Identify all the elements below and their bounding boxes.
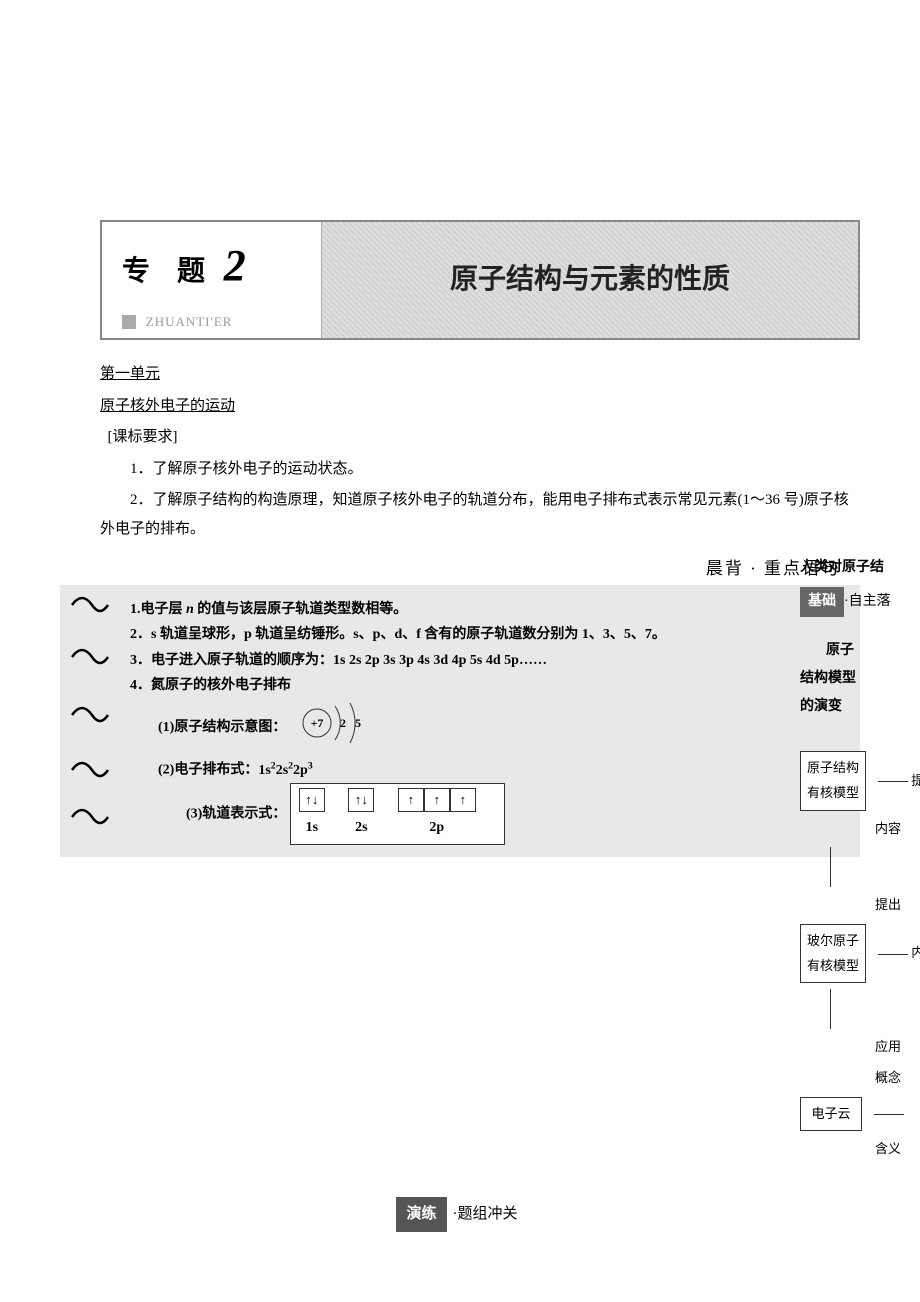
side-sub1: 原子 xyxy=(800,637,880,665)
topic-label-box: 专 题 2 ZHUANTI'ER xyxy=(102,222,322,338)
tree-node: 原子结构有核模型 xyxy=(800,751,866,810)
jichu-badge: 基础 xyxy=(800,587,844,618)
note-4: 4．氮原子的核外电子排布 xyxy=(130,673,840,698)
yanlian-badge: 演练 xyxy=(396,1197,446,1232)
concept-tree: 原子结构有核模型 提出 内容 提出 玻尔原子有核模型 内容 应用 概念 电子云 … xyxy=(800,751,920,1162)
electron-config: 1s22s22p3 xyxy=(258,763,312,778)
decor-block xyxy=(122,315,136,329)
tree-node: 电子云 xyxy=(800,1097,862,1132)
requirement-1: 1．了解原子核外电子的运动状态。 xyxy=(100,455,860,484)
zhuanti-number: 2 xyxy=(224,241,246,290)
note-4-3: (3)轨道表示式： ↑↓ 1s ↑↓ 2s ↑↑↑ 2p xyxy=(186,783,840,845)
yanlian-text: ·题组冲关 xyxy=(447,1197,524,1232)
topic-title: 原子结构与元素的性质 xyxy=(450,253,730,306)
binder-ring-icon xyxy=(70,760,105,780)
side-title: 人类对原子结 xyxy=(800,555,920,582)
svg-text:5: 5 xyxy=(355,716,361,730)
topic-title-box: 原子结构与元素的性质 xyxy=(322,222,858,338)
binder-ring-icon xyxy=(70,647,105,667)
notepad-section: 1.电子层 n 的值与该层原子轨道类型数相等。 2．s 轨道呈球形，p 轨道呈纺… xyxy=(60,585,860,857)
side-sub3: 的演变 xyxy=(800,693,920,721)
kebiao-label: [课标要求] xyxy=(100,423,860,452)
bottom-section: 演练·题组冲关 xyxy=(60,1197,860,1232)
topic-header: 专 题 2 ZHUANTI'ER 原子结构与元素的性质 xyxy=(100,220,860,340)
binder-ring-icon xyxy=(70,705,105,725)
note-3: 3．电子进入原子轨道的顺序为：1s 2s 2p 3s 3p 4s 3d 4p 5… xyxy=(130,648,840,673)
atom-diagram: +7 2 5 xyxy=(295,698,375,757)
requirement-2: 2．了解原子结构的构造原理，知道原子核外电子的轨道分布，能用电子排布式表示常见元… xyxy=(100,486,860,543)
zhuanti-pinyin: ZHUANTI'ER xyxy=(146,314,233,329)
unit-link[interactable]: 第一单元 xyxy=(100,366,160,382)
svg-text:2: 2 xyxy=(340,716,346,730)
body-text: 第一单元 原子核外电子的运动 [课标要求] 1．了解原子核外电子的运动状态。 2… xyxy=(100,360,860,543)
note-4-1: (1)原子结构示意图： +7 2 5 xyxy=(158,698,840,757)
zhuanti-label: 专 题 xyxy=(122,256,215,287)
side-panel: 人类对原子结 基础·自主落 原子 结构模型 的演变 原子结构有核模型 提出 内容… xyxy=(800,555,920,1168)
note-1: 1.电子层 n 的值与该层原子轨道类型数相等。 xyxy=(130,597,840,622)
binder-ring-icon xyxy=(70,807,105,827)
unit-title-link[interactable]: 原子核外电子的运动 xyxy=(100,398,235,414)
chenbi-label: 晨背 · 重点语句 xyxy=(60,553,840,585)
tree-node: 玻尔原子有核模型 xyxy=(800,924,866,983)
orbital-diagram: ↑↓ 1s ↑↓ 2s ↑↑↑ 2p xyxy=(290,783,505,845)
note-4-2: (2)电子排布式：1s22s22p3 xyxy=(158,757,840,783)
note-2: 2．s 轨道呈球形，p 轨道呈纺锤形。s、p、d、f 含有的原子轨道数分别为 1… xyxy=(130,622,840,647)
atom-charge: +7 xyxy=(310,716,323,730)
binder-ring-icon xyxy=(70,595,105,615)
side-sub2: 结构模型 xyxy=(800,665,920,693)
